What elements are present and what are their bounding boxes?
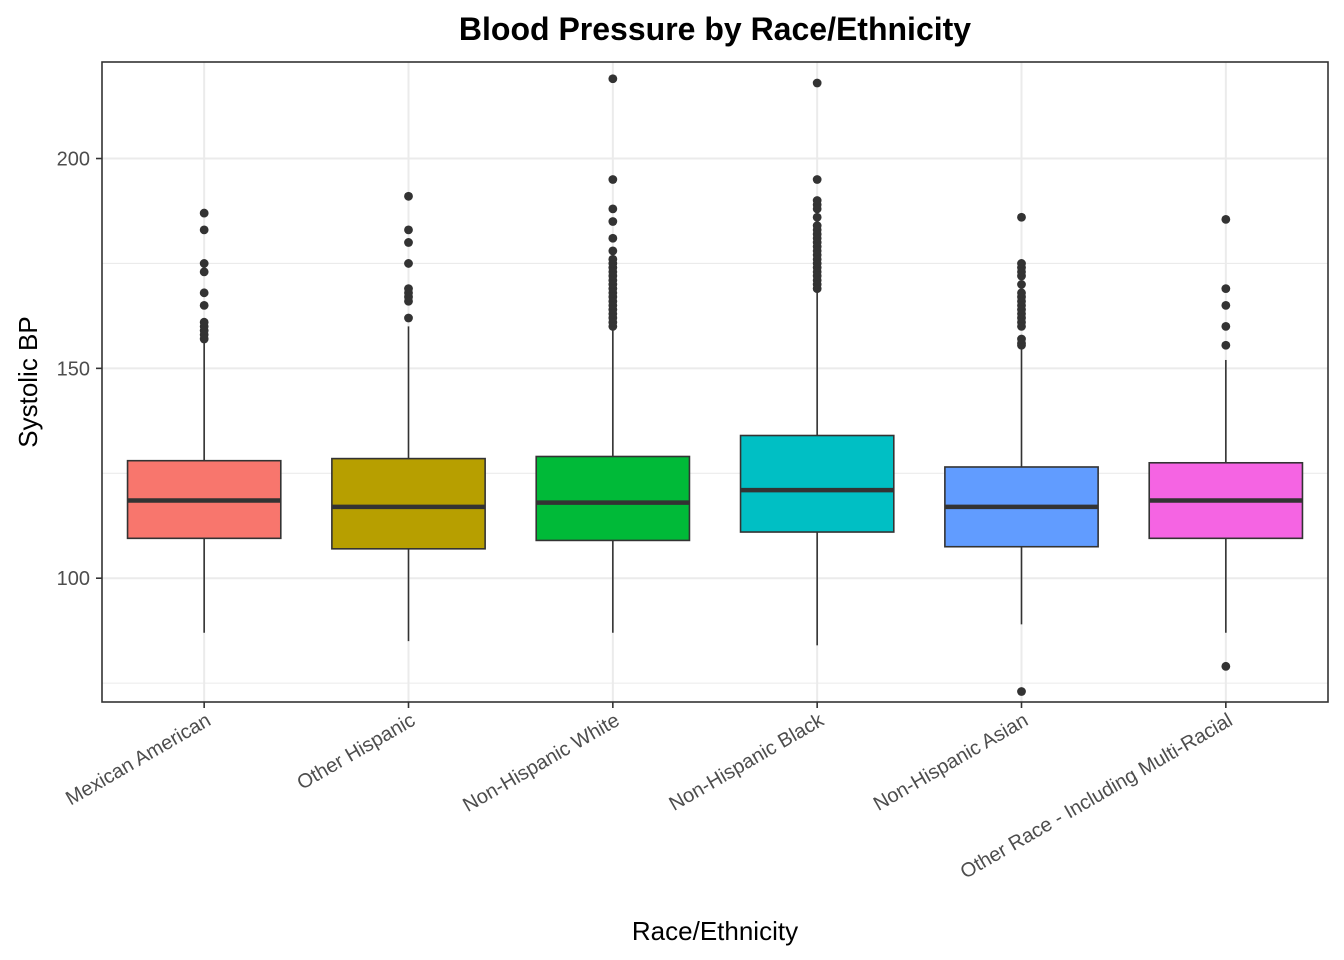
chart-title: Blood Pressure by Race/Ethnicity [459,11,971,47]
outlier-point [404,225,413,235]
outlier-point [1221,284,1231,294]
outlier-point [1221,301,1231,310]
outlier-point [404,191,413,201]
outlier-point [812,196,822,205]
outlier-point [1017,212,1026,222]
outlier-point [608,233,618,243]
outlier-point [1221,340,1231,350]
outlier-point [812,221,822,231]
box-iqr [535,455,691,542]
outlier-point [1017,259,1026,268]
box-group [535,74,691,633]
outlier-point [1017,280,1026,289]
outlier-point [199,259,209,268]
box-group [331,191,486,642]
outlier-point [1017,687,1026,696]
box-group [1148,214,1304,671]
outlier-point [404,284,413,294]
outlier-point [608,217,618,226]
outlier-point [404,238,413,247]
outlier-point [608,254,618,264]
outlier-point [812,175,822,184]
outlier-point [608,74,618,84]
outlier-point [1017,288,1026,298]
box-layer [126,74,1304,696]
outlier-point [404,313,413,323]
outlier-point [199,301,209,310]
box-iqr [739,434,895,533]
outlier-point [608,246,618,256]
outlier-point [812,212,822,222]
y-axis-title: Systolic BP [13,316,43,448]
outlier-point [199,317,209,327]
outlier-point [199,267,209,277]
outlier-point [1221,321,1231,331]
outlier-point [812,78,822,88]
outlier-point [199,288,209,298]
outlier-point [199,225,209,235]
outlier-point [1221,214,1231,224]
x-axis-title: Race/Ethnicity [632,916,798,946]
outlier-point [404,259,413,268]
y-tick-label: 100 [57,568,90,590]
outlier-point [199,208,209,218]
outlier-point [1221,661,1231,671]
outlier-point [608,175,618,184]
box-group [944,212,1099,696]
y-tick-label: 150 [57,358,90,380]
box-iqr [331,457,486,550]
box-group [126,208,282,633]
panel-border [101,61,1329,703]
outlier-point [608,204,618,214]
box-group [739,78,895,646]
outlier-point [1017,334,1026,344]
y-tick-label: 200 [57,149,90,171]
